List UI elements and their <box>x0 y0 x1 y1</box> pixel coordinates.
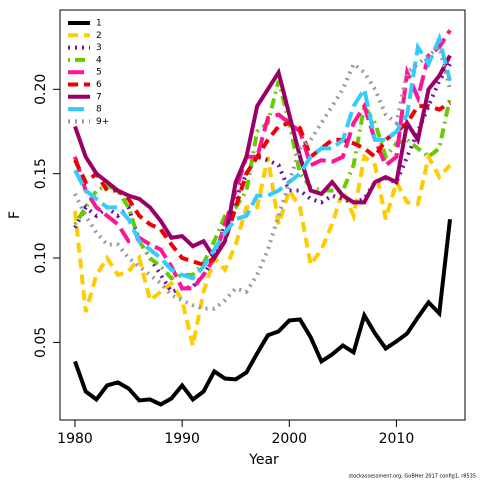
legend-label: 3 <box>96 43 102 53</box>
series-line <box>73 218 452 407</box>
series-line <box>73 32 452 281</box>
series-line <box>73 43 452 311</box>
x-tick-label: 1980 <box>57 431 93 447</box>
legend-label: 4 <box>96 55 102 65</box>
legend-label: 7 <box>96 92 102 102</box>
legend-label: 6 <box>96 80 102 90</box>
y-axis-label: F <box>7 211 23 219</box>
legend-label: 9+ <box>96 117 109 127</box>
series-line <box>73 151 452 347</box>
footnote: stockassessment.org, GoBHer 2017 config1… <box>349 474 476 480</box>
legend-label: 5 <box>96 68 102 78</box>
legend-label: 1 <box>96 19 102 29</box>
x-tick-label: 1990 <box>164 431 200 447</box>
y-tick-label: 0.10 <box>33 242 49 273</box>
series-line <box>73 29 452 291</box>
y-tick-label: 0.15 <box>33 158 49 189</box>
legend-label: 2 <box>96 31 102 41</box>
x-tick-label: 2010 <box>379 431 415 447</box>
y-tick-label: 0.05 <box>33 327 49 358</box>
x-axis-label: Year <box>248 452 279 468</box>
x-tick-label: 2000 <box>271 431 307 447</box>
series-line <box>73 54 452 262</box>
series-line <box>73 101 452 267</box>
plot-box <box>59 9 466 421</box>
y-tick-label: 0.20 <box>33 74 49 105</box>
legend-label: 8 <box>96 105 102 115</box>
